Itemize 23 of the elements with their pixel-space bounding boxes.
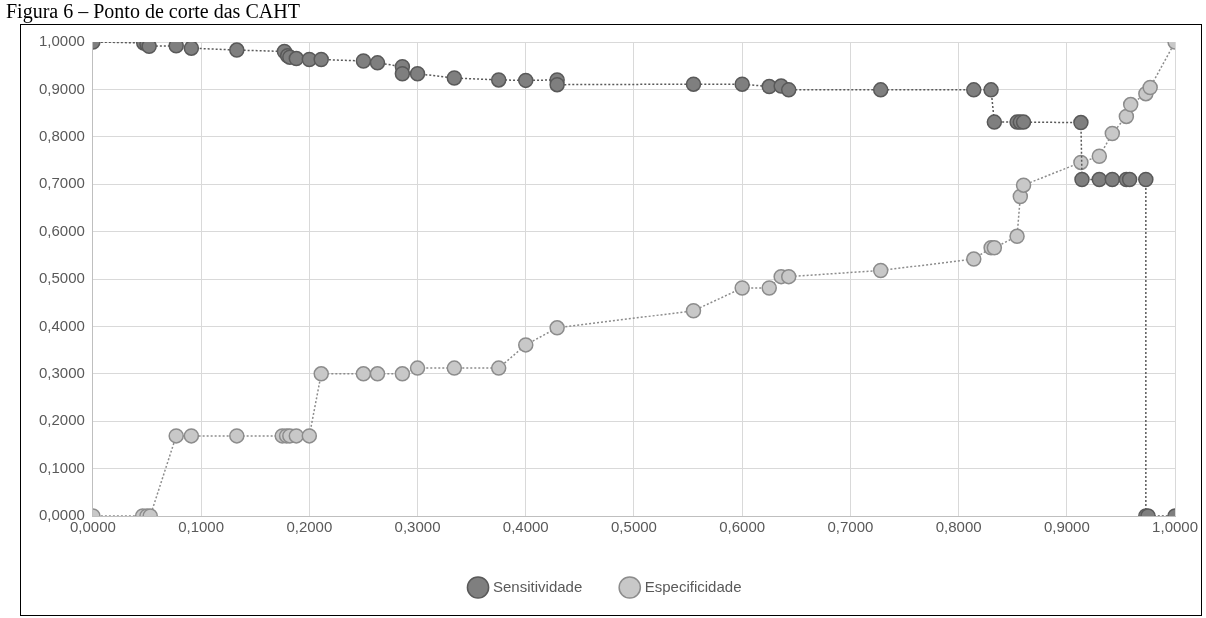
x-tick-label: 0,5000: [611, 518, 657, 536]
x-tick-label: 1,0000: [1152, 518, 1199, 536]
x-tick-label: 0,8000: [935, 518, 982, 536]
y-tick-label: 1,0000: [38, 32, 85, 50]
y-tick-label: 0,1000: [38, 458, 85, 476]
y-tick-label: 0,7000: [38, 174, 85, 192]
y-tick-label: 0,5000: [38, 269, 85, 287]
x-tick-label: 0,4000: [502, 518, 549, 536]
y-tick-label: 0,4000: [38, 316, 85, 334]
y-tick-label: 0,6000: [38, 221, 85, 239]
legend-label: Sensitividade: [493, 577, 583, 595]
y-tick-label: 0,2000: [38, 411, 85, 429]
legend-label: Especificidade: [644, 577, 742, 595]
x-tick-label: 0,1000: [178, 518, 225, 536]
y-tick-label: 0,9000: [38, 79, 85, 97]
x-tick-label: 0,2000: [286, 518, 333, 536]
chart-title: Figura 6 – Ponto de corte das CAHT: [6, 0, 300, 22]
x-tick-label: 0,6000: [719, 518, 766, 536]
x-tick-label: 0,9000: [1043, 518, 1090, 536]
x-tick-label: 0,3000: [394, 518, 441, 536]
x-tick-label: 0,7000: [827, 518, 874, 536]
y-tick-label: 0,8000: [38, 126, 85, 144]
y-tick-label: 0,3000: [38, 363, 85, 381]
